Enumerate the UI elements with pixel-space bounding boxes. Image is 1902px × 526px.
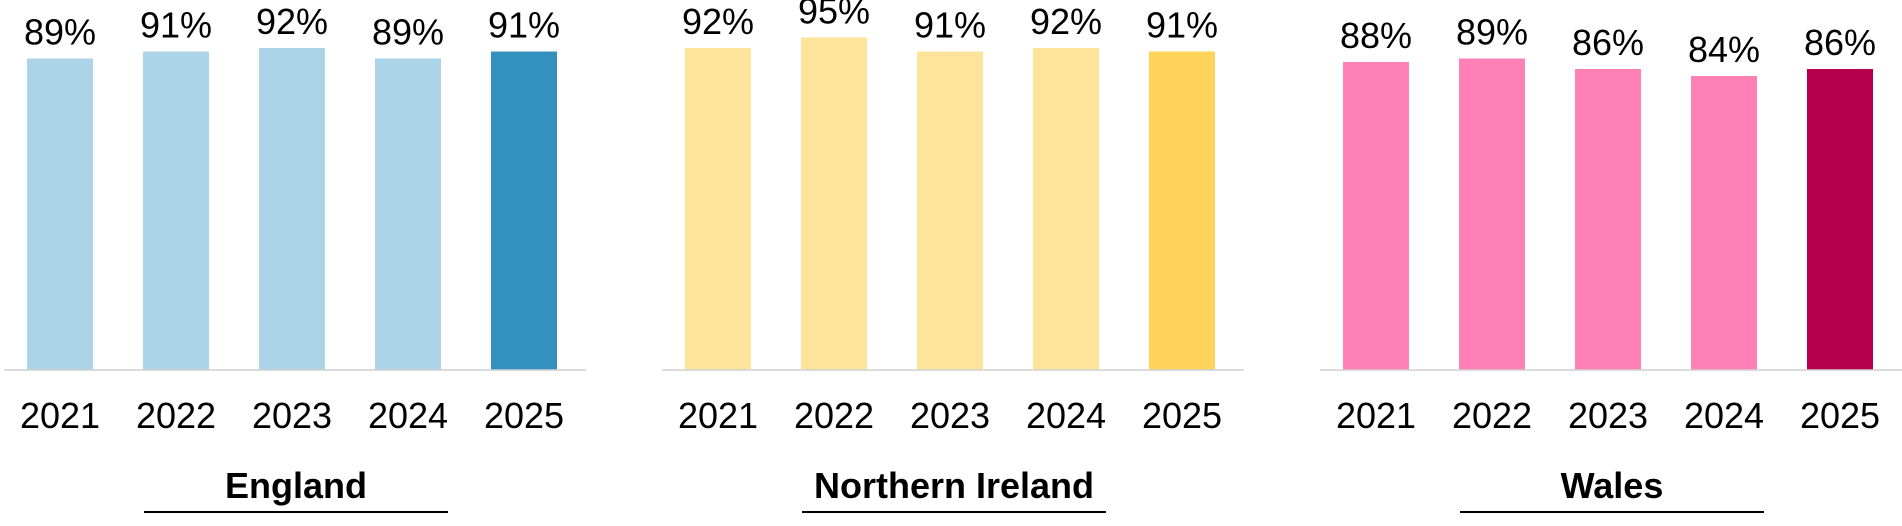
tick-label-2021: 2021	[1336, 395, 1416, 436]
value-label-2023: 91%	[914, 5, 986, 46]
tick-labels-group: 2021 2022 2023 2024 2025	[1336, 395, 1880, 436]
tick-label-2023: 2023	[1568, 395, 1648, 436]
value-label-2022: 95%	[798, 0, 870, 32]
value-label-2022: 91%	[140, 5, 212, 46]
bars-group	[1343, 58, 1873, 370]
tick-label-2025: 2025	[1800, 395, 1880, 436]
value-label-2021: 89%	[24, 12, 96, 53]
value-label-2024: 92%	[1030, 1, 1102, 42]
tick-label-2022: 2022	[794, 395, 874, 436]
bar-2021	[685, 48, 751, 370]
panel-title: England	[225, 465, 367, 506]
value-label-2021: 92%	[682, 1, 754, 42]
value-labels-group: 88% 89% 86% 84% 86%	[1340, 12, 1876, 71]
panel-title: Wales	[1561, 465, 1664, 506]
tick-label-2022: 2022	[1452, 395, 1532, 436]
tick-label-2023: 2023	[252, 395, 332, 436]
tick-label-2024: 2024	[1026, 395, 1106, 436]
chart-panel-northern-ireland: 92% 95% 91% 92% 91% 2021 2022 2023 2024 2025 Nor…	[662, 0, 1244, 513]
chart-panel-wales: 88% 89% 86% 84% 86% 2021 2022 2023 2024 2025 Wal…	[1320, 12, 1902, 513]
bar-2024	[375, 58, 441, 370]
panel-title: Northern Ireland	[814, 465, 1094, 506]
bar-2021	[27, 58, 93, 370]
tick-label-2024: 2024	[368, 395, 448, 436]
value-label-2021: 88%	[1340, 15, 1412, 56]
value-label-2023: 92%	[256, 1, 328, 42]
value-label-2025: 91%	[1146, 5, 1218, 46]
bar-2021	[1343, 62, 1409, 370]
bar-2023	[917, 51, 983, 370]
bar-2025	[1807, 69, 1873, 370]
tick-label-2021: 2021	[678, 395, 758, 436]
tick-label-2022: 2022	[136, 395, 216, 436]
bar-2022	[801, 37, 867, 370]
bars-group	[27, 48, 557, 370]
value-label-2024: 84%	[1688, 29, 1760, 70]
tick-labels-group: 2021 2022 2023 2024 2025	[20, 395, 564, 436]
bar-2024	[1691, 76, 1757, 370]
bar-2022	[1459, 58, 1525, 370]
tick-label-2025: 2025	[484, 395, 564, 436]
value-label-2023: 86%	[1572, 22, 1644, 63]
tick-label-2024: 2024	[1684, 395, 1764, 436]
bars-group	[685, 37, 1215, 370]
bar-2024	[1033, 48, 1099, 370]
value-labels-group: 89% 91% 92% 89% 91%	[24, 1, 560, 53]
bar-2023	[1575, 69, 1641, 370]
bar-2023	[259, 48, 325, 370]
bar-2025	[1149, 51, 1215, 370]
value-label-2024: 89%	[372, 12, 444, 53]
tick-label-2021: 2021	[20, 395, 100, 436]
value-label-2022: 89%	[1456, 12, 1528, 53]
value-labels-group: 92% 95% 91% 92% 91%	[682, 0, 1218, 46]
value-label-2025: 91%	[488, 5, 560, 46]
bar-2025	[491, 51, 557, 370]
bar-2022	[143, 51, 209, 370]
value-label-2025: 86%	[1804, 22, 1876, 63]
chart-panel-england: 89% 91% 92% 89% 91% 2021 2022 2023 2024 2025 Eng…	[4, 1, 586, 513]
tick-label-2025: 2025	[1142, 395, 1222, 436]
tick-label-2023: 2023	[910, 395, 990, 436]
tick-labels-group: 2021 2022 2023 2024 2025	[678, 395, 1222, 436]
